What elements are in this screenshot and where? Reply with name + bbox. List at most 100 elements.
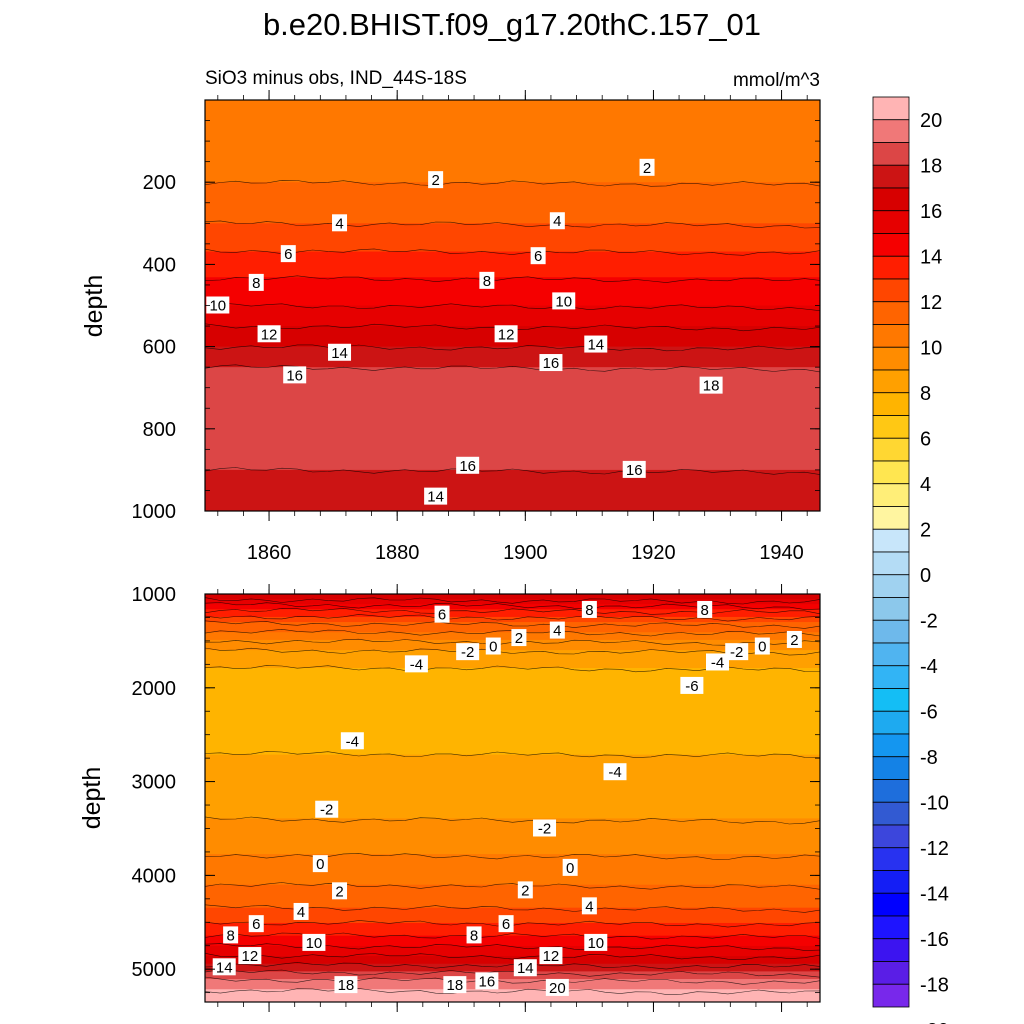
contour-label-box	[699, 376, 723, 394]
contour-label-box	[328, 343, 352, 361]
contour-band	[205, 912, 820, 916]
contour-line	[205, 364, 820, 373]
contour-band	[205, 736, 820, 740]
contour-band	[205, 110, 820, 114]
y-tick-label: 5000	[132, 959, 177, 981]
contour-label-box	[206, 296, 230, 314]
contour-band	[205, 282, 820, 286]
contour-label-box	[248, 915, 264, 933]
colorbar-box	[872, 483, 910, 507]
contour-label: -2	[730, 644, 743, 661]
contour-band	[205, 614, 820, 618]
contour-label-box	[552, 292, 576, 310]
contour-band	[205, 387, 820, 391]
top-contour-fill	[205, 100, 820, 511]
contour-label-box	[332, 214, 348, 232]
contour-band	[205, 210, 820, 214]
colorbar-tick-label: -4	[920, 656, 938, 678]
contour-band	[205, 611, 820, 615]
contour-label: 6	[252, 916, 260, 933]
contour-label: -2	[461, 644, 474, 661]
bottom-panel: 1481264100-2218-4-4618-2816062142-212420…	[78, 584, 821, 1012]
contour-band	[205, 864, 820, 868]
contour-line	[205, 248, 820, 256]
contour-band	[205, 815, 820, 819]
contour-band	[205, 123, 820, 127]
contour-band	[205, 261, 820, 265]
contour-label: 0	[316, 856, 324, 873]
contour-band	[205, 660, 820, 664]
contour-band	[205, 729, 820, 733]
colorbar-tick-label: -12	[920, 838, 949, 860]
contour-label: 14	[587, 337, 604, 354]
contour-line	[205, 953, 820, 961]
contour-band	[205, 647, 820, 651]
contour-band	[205, 808, 820, 812]
contour-label: -2	[538, 820, 551, 837]
colorbar-box	[872, 756, 910, 780]
colorbar-tick-label: 14	[920, 246, 942, 268]
contour-band	[205, 616, 820, 621]
contour-band	[205, 787, 820, 791]
contour-band	[205, 441, 820, 445]
contour-label: 12	[498, 326, 515, 343]
contour-band	[205, 410, 820, 414]
contour-band	[205, 907, 820, 911]
contour-band	[205, 433, 820, 438]
contour-band	[205, 475, 820, 479]
contour-band	[205, 130, 820, 134]
contour-band	[205, 887, 820, 891]
contour-label: 4	[297, 904, 305, 921]
contour-label-box	[786, 630, 802, 648]
contour-line	[205, 647, 820, 656]
contour-label-box	[340, 732, 364, 750]
contour-label-box	[581, 897, 597, 915]
colorbar-box	[872, 506, 910, 530]
contour-band	[205, 979, 820, 983]
contour-band	[205, 164, 820, 168]
contour-band	[205, 963, 820, 967]
contour-label-box	[293, 902, 309, 920]
contour-band	[205, 902, 820, 906]
contour-band	[205, 734, 820, 738]
contour-band	[205, 930, 820, 934]
contour-band	[205, 711, 820, 715]
contour-band	[205, 472, 820, 476]
contour-line	[205, 882, 820, 890]
contour-band	[205, 143, 820, 147]
contour-label-box	[562, 858, 578, 876]
colorbar-tick-label: 2	[920, 519, 931, 541]
contour-band	[205, 251, 820, 255]
contour-band	[205, 877, 820, 881]
contour-label: -4	[346, 733, 359, 750]
contour-band	[205, 141, 820, 145]
contour-line	[205, 853, 820, 860]
contour-band	[205, 708, 820, 712]
contour-band	[205, 670, 820, 674]
colorbar-tick-label: -16	[920, 929, 949, 951]
colorbar-tick-label: -2	[920, 610, 938, 632]
contour-band	[205, 436, 820, 440]
contour-band	[205, 782, 820, 786]
contour-label: 0	[758, 639, 766, 656]
contour-label: 6	[284, 246, 292, 263]
contour-label-box	[334, 976, 358, 994]
contour-band	[205, 994, 820, 998]
contour-band	[205, 493, 820, 497]
colorbar-box	[872, 642, 910, 667]
contour-band	[205, 421, 820, 425]
colorbar-box	[872, 437, 910, 462]
contour-band	[205, 397, 820, 402]
colorbar-box	[872, 96, 910, 121]
y-tick-label: 4000	[132, 865, 177, 887]
contour-band	[205, 310, 820, 314]
contour-label: 12	[543, 948, 560, 965]
contour-band	[205, 739, 820, 743]
contour-band	[205, 120, 820, 124]
y-tick-label: 600	[143, 337, 176, 359]
contour-band	[205, 392, 820, 397]
contour-band	[205, 349, 820, 353]
contour-band	[205, 320, 820, 325]
contour-band	[205, 269, 820, 273]
